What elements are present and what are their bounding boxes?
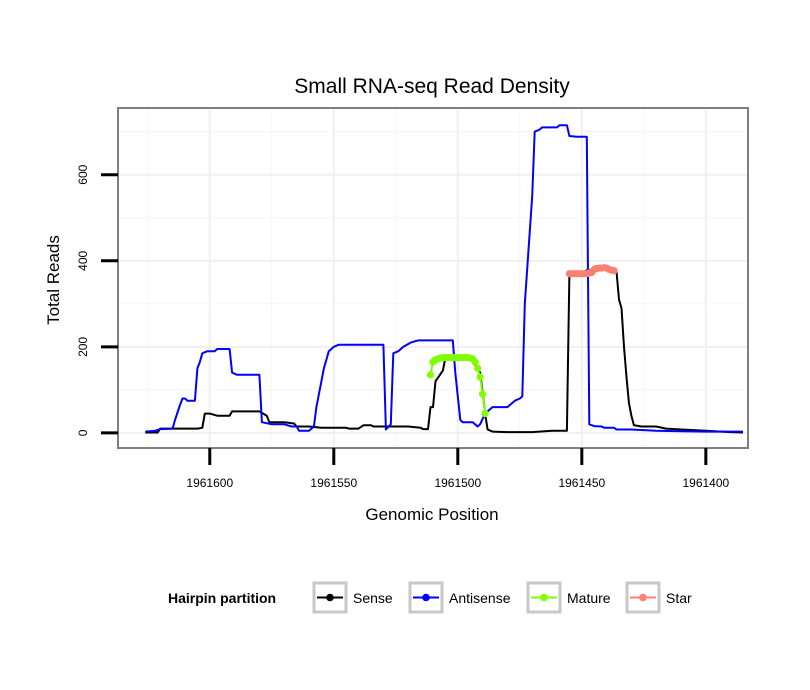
y-tick-label: 600: [76, 164, 90, 184]
legend-label-sense: Sense: [353, 590, 393, 606]
y-tick-label: 0: [76, 429, 90, 436]
legend-marker-mature: [540, 593, 548, 602]
y-tick-label: 400: [76, 250, 90, 270]
series-point-mature: [474, 364, 482, 372]
plot-background: [118, 108, 748, 448]
legend-label-mature: Mature: [567, 590, 611, 606]
legend-item-antisense: Antisense: [408, 581, 511, 614]
x-tick-label: 1961500: [434, 476, 481, 490]
legend-label-star: Star: [666, 590, 692, 606]
legend-marker-antisense: [422, 593, 430, 602]
x-axis: 1961600 1961550 1961500 1961450 1961400: [186, 448, 730, 490]
legend-marker-star: [639, 593, 647, 602]
plot-border: [117, 107, 749, 449]
series-point-mature: [426, 371, 435, 379]
series-point-mature: [479, 390, 487, 398]
series-line-sense: [145, 268, 744, 434]
legend-title: Hairpin partition: [168, 590, 276, 606]
series-line-antisense: [145, 124, 743, 433]
legend: Hairpin partition Sense Antisense Mature St…: [168, 581, 692, 614]
plot-area: [117, 107, 749, 449]
legend-item-mature: Mature: [526, 581, 611, 614]
x-tick-label: 1961450: [558, 476, 605, 490]
y-axis-title: Total Reads: [44, 235, 63, 325]
series-point-mature: [476, 373, 484, 381]
chart-title: Small RNA-seq Read Density: [294, 75, 570, 98]
series-point-star: [610, 267, 618, 275]
legend-item-sense: Sense: [312, 581, 393, 614]
series-point-mature: [471, 358, 479, 366]
y-axis: 0 200 400 600: [76, 164, 118, 436]
series-group: [145, 124, 744, 434]
y-tick-label: 200: [76, 337, 90, 357]
legend-item-star: Star: [625, 581, 692, 614]
grid: [118, 108, 748, 448]
legend-label-antisense: Antisense: [449, 590, 511, 606]
legend-marker-sense: [326, 593, 334, 602]
x-tick-label: 1961600: [186, 476, 233, 490]
x-axis-title: Genomic Position: [365, 505, 498, 524]
x-tick-label: 1961550: [310, 476, 357, 490]
x-tick-label: 1961400: [682, 476, 729, 490]
series-point-mature: [481, 409, 489, 418]
